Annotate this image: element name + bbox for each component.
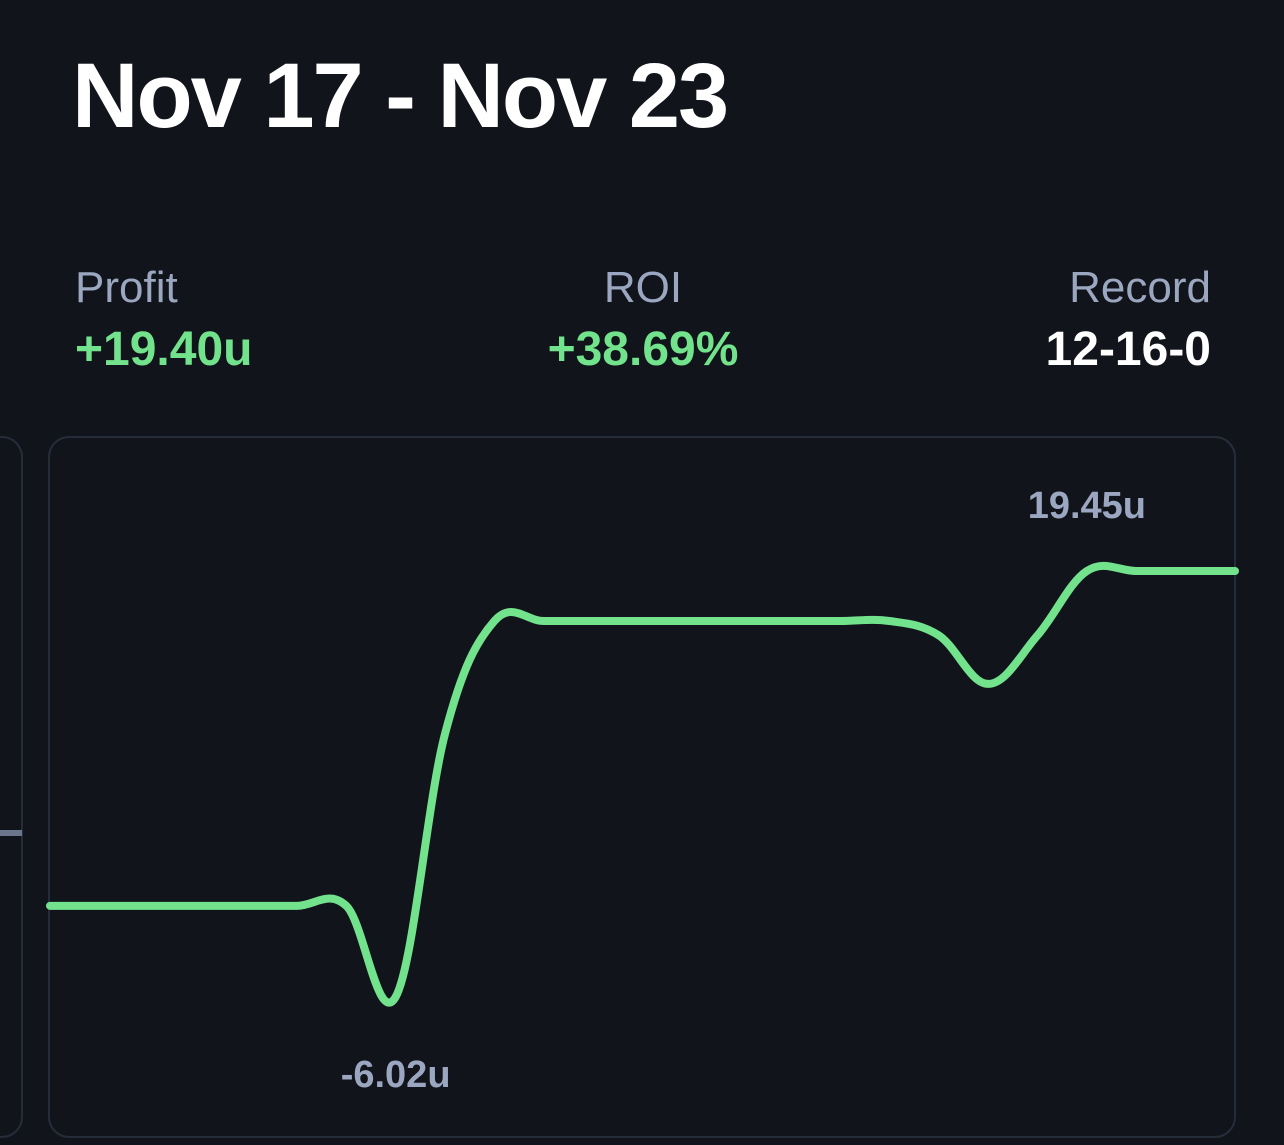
- stat-value: +19.40u: [75, 323, 252, 376]
- previous-card-line: [0, 830, 22, 836]
- point-label: 19.45u: [1028, 485, 1146, 527]
- point-label: -6.02u: [341, 1054, 451, 1096]
- previous-card[interactable]: [0, 436, 23, 1138]
- period-title: Nov 17 - Nov 23: [72, 45, 727, 147]
- stat-value: 12-16-0: [1046, 323, 1211, 376]
- profit-line: [46, 561, 1239, 1007]
- plot: -6.02u 19.45u: [46, 485, 1239, 1096]
- stat-label: Profit: [75, 263, 178, 312]
- stat-label: ROI: [604, 263, 682, 312]
- chart-card: [48, 436, 1236, 1138]
- stat-label: Record: [1069, 263, 1211, 312]
- stat-value: +38.69%: [548, 323, 739, 376]
